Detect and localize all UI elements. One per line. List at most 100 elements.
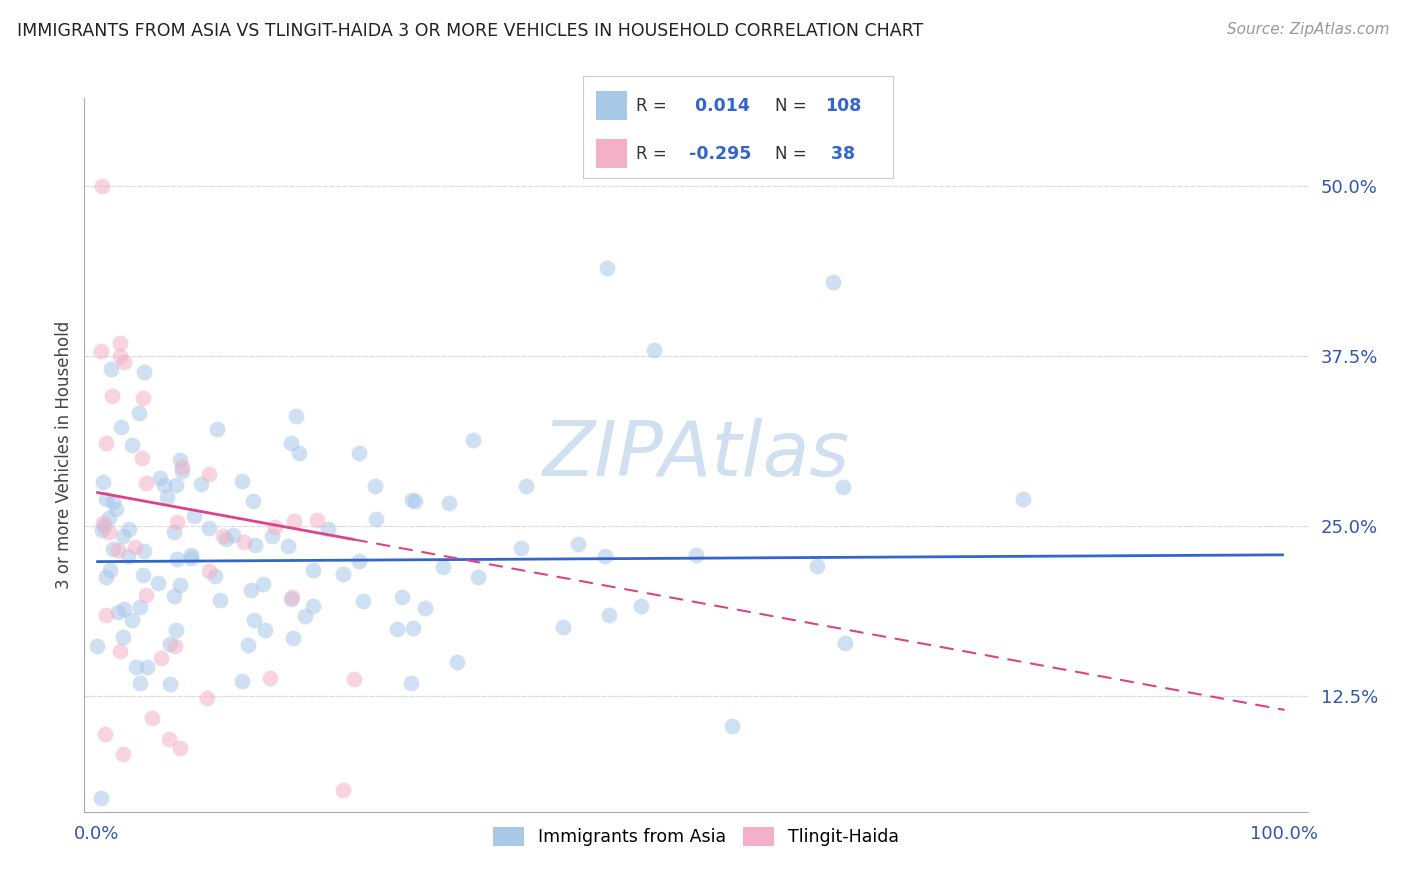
Text: N =: N = <box>775 145 807 162</box>
Point <box>332 567 354 582</box>
Point <box>281 631 304 645</box>
Point <box>149 650 172 665</box>
Point <box>685 549 707 563</box>
Point <box>243 613 266 627</box>
Point <box>197 564 219 578</box>
Point <box>91 179 114 194</box>
Point <box>413 601 436 615</box>
Point <box>121 438 143 452</box>
Point <box>236 638 259 652</box>
Point <box>347 446 370 460</box>
Point <box>432 559 454 574</box>
Point <box>135 588 157 602</box>
Point <box>163 589 186 603</box>
Point <box>364 512 387 526</box>
Point <box>146 575 169 590</box>
Point <box>404 494 426 508</box>
Point <box>156 490 179 504</box>
Point <box>551 620 574 634</box>
Point <box>567 537 589 551</box>
Point <box>463 433 485 447</box>
Point <box>821 275 844 289</box>
Point <box>281 591 304 605</box>
Point <box>280 436 302 450</box>
Point <box>180 550 202 565</box>
Point <box>163 525 186 540</box>
Point <box>93 516 115 530</box>
Point <box>169 452 191 467</box>
Point <box>180 548 202 562</box>
Point <box>439 496 461 510</box>
Text: 0.014: 0.014 <box>689 96 749 114</box>
Point <box>128 676 150 690</box>
Point <box>90 344 112 359</box>
Text: R =: R = <box>636 96 666 114</box>
Point <box>125 659 148 673</box>
Point <box>277 539 299 553</box>
Point <box>205 422 228 436</box>
FancyBboxPatch shape <box>596 139 627 168</box>
Point <box>105 502 128 516</box>
Point <box>96 491 118 506</box>
Point <box>195 691 218 706</box>
Point <box>121 613 143 627</box>
Point <box>101 495 124 509</box>
Point <box>242 493 264 508</box>
Point <box>332 783 354 797</box>
Point <box>834 636 856 650</box>
Point <box>596 260 619 275</box>
Point <box>401 676 423 690</box>
Point <box>318 522 340 536</box>
Point <box>101 541 124 556</box>
Point <box>135 475 157 490</box>
Point <box>215 532 238 546</box>
Point <box>86 640 108 654</box>
Point <box>107 605 129 619</box>
Point <box>307 513 329 527</box>
Point <box>169 578 191 592</box>
Point <box>387 622 409 636</box>
Point <box>198 467 221 482</box>
Point <box>169 740 191 755</box>
Text: Source: ZipAtlas.com: Source: ZipAtlas.com <box>1226 22 1389 37</box>
Point <box>90 523 112 537</box>
Point <box>280 591 302 606</box>
Point <box>117 549 139 564</box>
Point <box>401 493 423 508</box>
Point <box>118 522 141 536</box>
Point <box>364 479 387 493</box>
Point <box>198 521 221 535</box>
Point <box>112 354 135 368</box>
Point <box>254 623 277 637</box>
Point <box>129 599 152 614</box>
Point <box>163 639 186 653</box>
Point <box>111 630 134 644</box>
Text: -0.295: -0.295 <box>689 145 751 162</box>
Point <box>132 568 155 582</box>
Point <box>108 335 131 350</box>
Point <box>98 524 121 539</box>
Point <box>209 593 232 607</box>
Point <box>94 436 117 450</box>
Point <box>149 470 172 484</box>
Legend: Immigrants from Asia, Tlingit-Haida: Immigrants from Asia, Tlingit-Haida <box>485 820 907 853</box>
Point <box>301 563 323 577</box>
Point <box>153 478 176 492</box>
Point <box>166 516 188 530</box>
Point <box>252 576 274 591</box>
Point <box>190 476 212 491</box>
Text: N =: N = <box>775 96 807 114</box>
Point <box>93 727 115 741</box>
Point <box>231 475 253 489</box>
Point <box>131 450 153 465</box>
Point <box>94 607 117 622</box>
Point <box>302 599 325 613</box>
Point <box>101 389 124 403</box>
Point <box>593 549 616 563</box>
Point <box>264 520 287 534</box>
Point <box>124 540 146 554</box>
Point <box>294 608 316 623</box>
Point <box>510 541 533 555</box>
Point <box>98 563 121 577</box>
Point <box>141 711 163 725</box>
